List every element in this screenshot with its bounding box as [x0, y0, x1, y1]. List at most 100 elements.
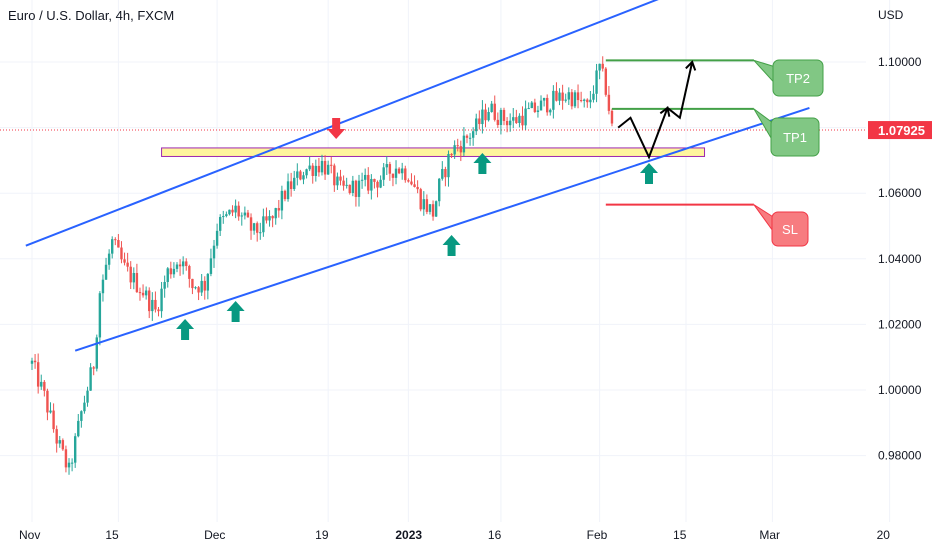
candle-body — [194, 287, 197, 289]
candle-body — [67, 462, 71, 468]
candle-body — [394, 168, 398, 178]
candle-body — [573, 92, 577, 107]
up-arrow-icon — [442, 235, 461, 256]
current-price-label: 1.07925 — [878, 123, 925, 138]
candle-body — [567, 92, 570, 100]
candle-body — [166, 268, 169, 282]
candle-body — [129, 266, 132, 283]
candle-body — [379, 179, 382, 188]
candle-body — [515, 117, 518, 123]
tp1-badge: TP1 — [753, 108, 820, 157]
candle-body — [92, 367, 95, 369]
candle-body — [243, 212, 247, 216]
candle-body — [40, 381, 43, 387]
candle-body — [487, 112, 490, 121]
candle-body — [111, 239, 114, 254]
candle-body — [330, 164, 333, 166]
candle-body — [289, 181, 293, 190]
candle-body — [212, 245, 216, 259]
candle-body — [598, 63, 601, 71]
candle-body — [434, 201, 438, 217]
candle-body — [246, 212, 250, 218]
candle-body — [539, 100, 543, 111]
candle-body — [206, 273, 210, 291]
candle-body — [453, 145, 456, 155]
candle-body — [222, 216, 225, 218]
candle-body — [576, 92, 580, 101]
price-tick-label: 1.06000 — [878, 186, 922, 200]
projection-arrowhead-tp2 — [685, 60, 697, 71]
candle-body — [336, 176, 339, 186]
time-tick-label: Feb — [587, 528, 608, 542]
candle-body — [397, 168, 401, 174]
up-arrow-shape — [473, 153, 492, 174]
candle-body — [73, 436, 77, 463]
candle-body — [33, 360, 37, 363]
candle-body — [144, 290, 148, 296]
candle-body — [610, 110, 614, 124]
candle-body — [154, 299, 157, 310]
candle-body — [274, 208, 277, 219]
candle-body — [595, 70, 598, 94]
tp1-badge-box — [770, 117, 820, 157]
price-axis: 1.100001.080001.060001.040001.020001.000… — [868, 8, 932, 463]
candle-body — [280, 190, 284, 211]
candle-body — [252, 223, 256, 231]
candle-body — [265, 216, 268, 221]
candle-body — [77, 420, 80, 437]
candle-body — [410, 181, 413, 185]
grid-lines — [0, 0, 891, 522]
up-arrow-shape — [640, 163, 658, 184]
time-tick-label: 15 — [105, 528, 119, 542]
tp1-badge-label: TP1 — [783, 130, 807, 145]
candle-body — [512, 117, 515, 121]
candle-body — [271, 216, 274, 219]
candle-body — [185, 261, 188, 267]
candle-body — [360, 179, 364, 181]
up-arrow-icon — [226, 301, 245, 322]
candle-body — [200, 280, 203, 293]
candle-body — [413, 184, 416, 187]
candle-body — [496, 119, 500, 126]
candle-body — [299, 171, 302, 180]
candle-body — [484, 109, 487, 121]
candle-body — [277, 208, 280, 211]
channel-upper-line — [25, 0, 659, 247]
candle-body — [314, 165, 318, 176]
candle-body — [30, 360, 34, 364]
candle-body — [589, 99, 592, 103]
candle-body — [438, 178, 441, 202]
up-arrow-icon — [176, 319, 195, 340]
candle-body — [89, 367, 92, 391]
candle-body — [58, 440, 61, 444]
candle-body — [320, 160, 324, 173]
candle-body — [52, 410, 55, 430]
candle-body — [475, 118, 478, 132]
candle-body — [357, 180, 361, 197]
candle-body — [104, 264, 108, 280]
candle-body — [101, 279, 105, 294]
candle-body — [317, 165, 321, 173]
candle-body — [431, 204, 435, 217]
candle-body — [508, 120, 512, 126]
candle-body — [348, 184, 351, 193]
candle-body — [172, 268, 176, 275]
candle-body — [447, 154, 450, 178]
candle-body — [549, 109, 552, 113]
candle-body — [502, 109, 506, 121]
candle-body — [521, 115, 524, 126]
candle-body — [141, 292, 145, 296]
candle-body — [209, 258, 213, 274]
candle-body — [46, 390, 49, 413]
candle-body — [536, 110, 540, 112]
candle-body — [240, 215, 243, 217]
time-tick-label: 16 — [488, 528, 502, 542]
candle-body — [268, 216, 271, 221]
candle-body — [527, 108, 530, 110]
candle-body — [203, 280, 206, 291]
candle-body — [43, 381, 46, 391]
candle-body — [339, 176, 342, 181]
candle-body — [64, 449, 68, 468]
candle-body — [465, 135, 469, 138]
candle-body — [586, 99, 589, 103]
